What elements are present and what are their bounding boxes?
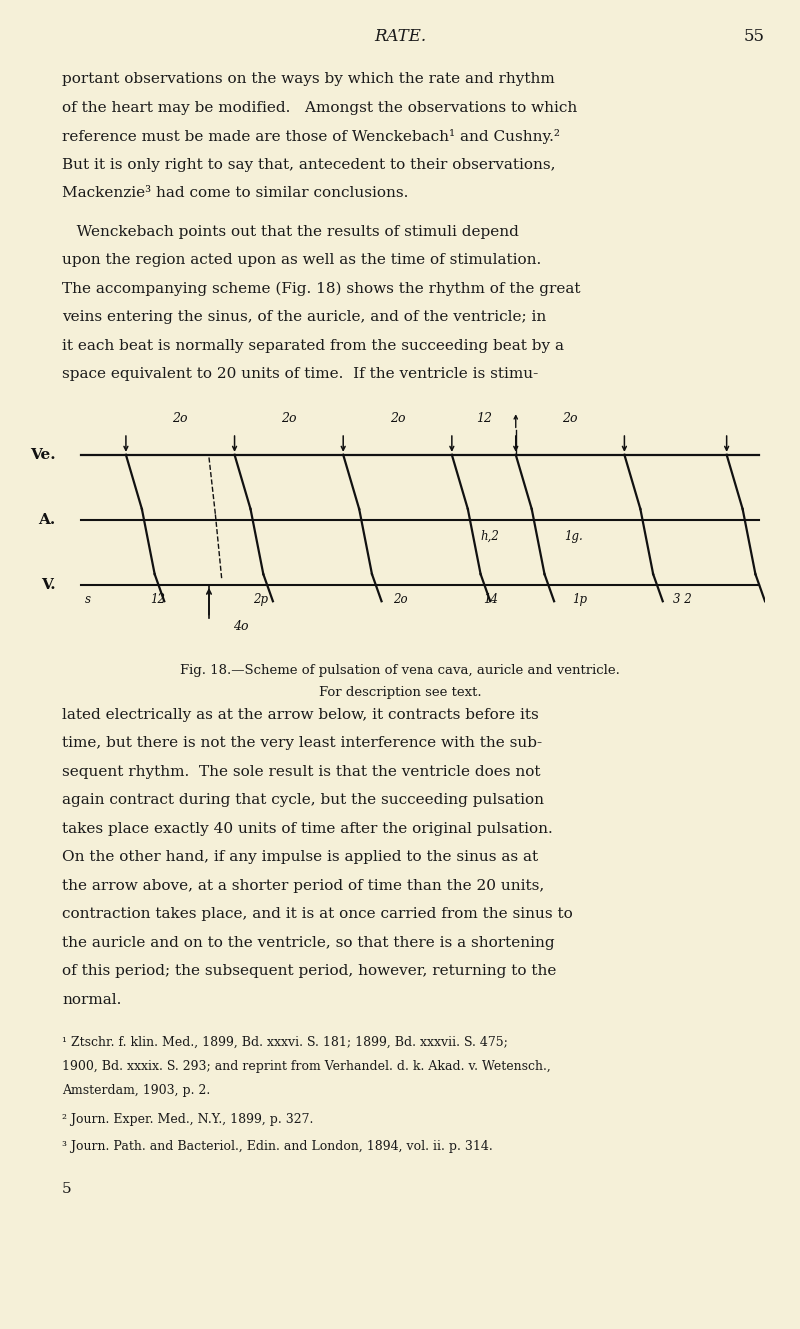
Text: upon the region acted upon as well as the time of stimulation.: upon the region acted upon as well as th… [62,253,542,267]
Text: 2o: 2o [173,412,188,425]
Text: 2o: 2o [394,593,408,606]
Text: the auricle and on to the ventricle, so that there is a shortening: the auricle and on to the ventricle, so … [62,936,554,949]
Text: 1p: 1p [572,593,587,606]
Text: of the heart may be modified.   Amongst the observations to which: of the heart may be modified. Amongst th… [62,101,578,114]
Text: time, but there is not the very least interference with the sub-: time, but there is not the very least in… [62,736,542,750]
Text: But it is only right to say that, antecedent to their observations,: But it is only right to say that, antece… [62,158,555,171]
Text: ³ Journ. Path. and Bacteriol., Edin. and London, 1894, vol. ii. p. 314.: ³ Journ. Path. and Bacteriol., Edin. and… [62,1140,493,1154]
Text: 14: 14 [482,593,498,606]
Text: space equivalent to 20 units of time.  If the ventricle is stimu-: space equivalent to 20 units of time. If… [62,367,538,381]
Text: 2o: 2o [562,412,578,425]
Text: 2o: 2o [390,412,406,425]
Text: On the other hand, if any impulse is applied to the sinus as at: On the other hand, if any impulse is app… [62,851,538,864]
Text: 12: 12 [476,412,492,425]
Text: 55: 55 [744,28,765,45]
Text: 5: 5 [62,1181,72,1196]
Text: 2o: 2o [281,412,297,425]
Text: ¹ Ztschr. f. klin. Med., 1899, Bd. xxxvi. S. 181; 1899, Bd. xxxvii. S. 475;: ¹ Ztschr. f. klin. Med., 1899, Bd. xxxvi… [62,1037,508,1049]
Text: it each beat is normally separated from the succeeding beat by a: it each beat is normally separated from … [62,339,564,352]
Text: again contract during that cycle, but the succeeding pulsation: again contract during that cycle, but th… [62,793,544,807]
Text: Amsterdam, 1903, p. 2.: Amsterdam, 1903, p. 2. [62,1084,210,1096]
Text: veins entering the sinus, of the auricle, and of the ventricle; in: veins entering the sinus, of the auricle… [62,310,546,324]
Text: of this period; the subsequent period, however, returning to the: of this period; the subsequent period, h… [62,964,556,978]
Text: portant observations on the ways by which the rate and rhythm: portant observations on the ways by whic… [62,72,554,86]
Text: 1900, Bd. xxxix. S. 293; and reprint from Verhandel. d. k. Akad. v. Wetensch.,: 1900, Bd. xxxix. S. 293; and reprint fro… [62,1061,550,1073]
Text: 4o: 4o [233,621,249,633]
Text: s: s [85,593,90,606]
Text: h,2: h,2 [481,530,500,542]
Text: ² Journ. Exper. Med., N.Y., 1899, p. 327.: ² Journ. Exper. Med., N.Y., 1899, p. 327… [62,1112,314,1126]
Text: reference must be made are those of Wenckebach¹ and Cushny.²: reference must be made are those of Wenc… [62,129,560,144]
Text: V.: V. [41,578,56,591]
Text: normal.: normal. [62,993,122,1006]
Text: 3 2: 3 2 [673,593,691,606]
Text: lated electrically as at the arrow below, it contracts before its: lated electrically as at the arrow below… [62,707,538,722]
Text: 2p: 2p [253,593,268,606]
Text: RATE.: RATE. [374,28,426,45]
Text: sequent rhythm.  The sole result is that the ventricle does not: sequent rhythm. The sole result is that … [62,764,541,779]
Text: takes place exactly 40 units of time after the original pulsation.: takes place exactly 40 units of time aft… [62,821,553,836]
Text: Wenckebach points out that the results of stimuli depend: Wenckebach points out that the results o… [62,225,519,238]
Text: Ve.: Ve. [30,448,56,461]
Text: For description see text.: For description see text. [318,686,482,699]
Text: 1g.: 1g. [564,530,582,542]
Text: contraction takes place, and it is at once carried from the sinus to: contraction takes place, and it is at on… [62,906,573,921]
Text: the arrow above, at a shorter period of time than the 20 units,: the arrow above, at a shorter period of … [62,878,544,893]
Text: 12: 12 [150,593,166,606]
Text: Fig. 18.—Scheme of pulsation of vena cava, auricle and ventricle.: Fig. 18.—Scheme of pulsation of vena cav… [180,663,620,676]
Text: The accompanying scheme (Fig. 18) shows the rhythm of the great: The accompanying scheme (Fig. 18) shows … [62,282,581,296]
Text: Mackenzie³ had come to similar conclusions.: Mackenzie³ had come to similar conclusio… [62,186,408,199]
Text: A.: A. [38,513,56,526]
